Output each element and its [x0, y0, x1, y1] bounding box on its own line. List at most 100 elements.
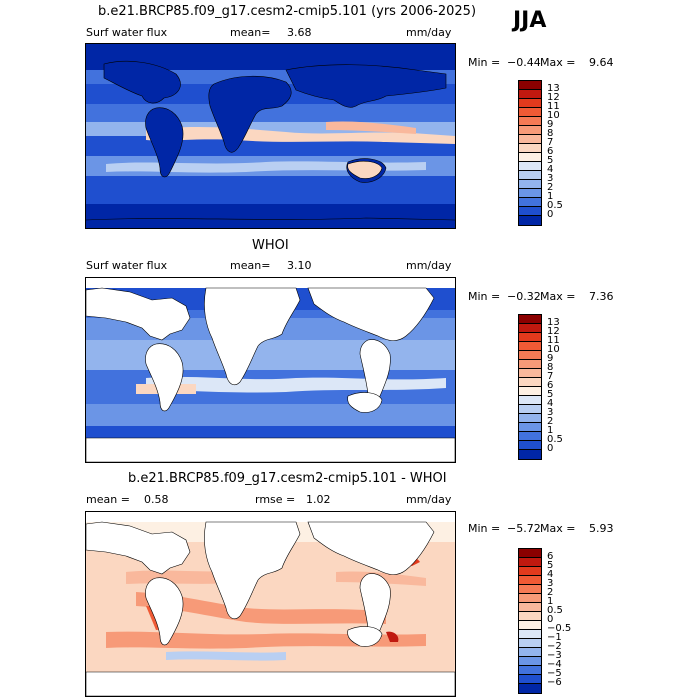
- panel-2-min-label: Min =: [468, 290, 501, 303]
- colorbar-tick-label: 8: [547, 128, 554, 139]
- colorbar-tick-label: 13: [547, 317, 560, 328]
- colorbar-tick-label: −3: [547, 650, 562, 661]
- panel-2-colorbar-labels: 13 12 11 10 9 8 7 6 5 4 3 2 1 0.5 0: [547, 314, 587, 458]
- colorbar-swatch: [519, 576, 541, 585]
- panel-1-title: b.e21.BRCP85.f09_g17.cesm2-cmip5.101 (yr…: [98, 4, 477, 19]
- panel-3-max-value: 5.93: [589, 522, 614, 535]
- colorbar-tick-label: 2: [547, 416, 554, 427]
- panel-2-variable-label: Surf water flux: [86, 259, 168, 272]
- colorbar-swatch: [519, 351, 541, 360]
- panel-3-min-label: Min =: [468, 522, 501, 535]
- panel-1-min-label: Min =: [468, 56, 501, 69]
- colorbar-tick-label: 0: [547, 614, 554, 625]
- colorbar-swatch: [519, 432, 541, 441]
- colorbar-swatch: [519, 621, 541, 630]
- panel-2-units: mm/day: [406, 259, 452, 272]
- panel-2-mean-label: mean=: [230, 259, 271, 272]
- colorbar-swatch: [519, 324, 541, 333]
- colorbar-swatch: [519, 378, 541, 387]
- colorbar-swatch: [519, 81, 541, 90]
- colorbar-tick-label: −1: [547, 632, 562, 643]
- colorbar-tick-label: 1: [547, 596, 554, 607]
- colorbar-swatch: [519, 396, 541, 405]
- colorbar-tick-label: 3: [547, 407, 554, 418]
- colorbar-swatch: [519, 585, 541, 594]
- colorbar-tick-label: 1: [547, 425, 554, 436]
- colorbar-swatch: [519, 315, 541, 324]
- panel-2-max-label: Max =: [540, 290, 576, 303]
- colorbar-tick-label: −6: [547, 677, 562, 688]
- colorbar-tick-label: 11: [547, 101, 560, 112]
- panel-3-map: [85, 511, 456, 697]
- panel-3-colorbar: [518, 548, 542, 694]
- panel-1-max-value: 9.64: [589, 56, 614, 69]
- colorbar-swatch: [519, 153, 541, 162]
- colorbar-swatch: [519, 657, 541, 666]
- colorbar-tick-label: 10: [547, 110, 560, 121]
- colorbar-swatch: [519, 117, 541, 126]
- panel-1-variable-label: Surf water flux: [86, 26, 168, 39]
- colorbar-swatch: [519, 144, 541, 153]
- colorbar-tick-label: 6: [547, 551, 554, 562]
- colorbar-tick-label: 9: [547, 353, 554, 364]
- colorbar-swatch: [519, 666, 541, 675]
- colorbar-swatch: [519, 675, 541, 684]
- panel-3-mean-label: mean =: [86, 493, 130, 506]
- panel-2-mean-value: 3.10: [287, 259, 312, 272]
- colorbar-swatch: [519, 369, 541, 378]
- season-label: JJA: [513, 8, 547, 33]
- panel-2-min-value: −0.32: [507, 290, 541, 303]
- colorbar-swatch: [519, 405, 541, 414]
- colorbar-swatch: [519, 423, 541, 432]
- colorbar-tick-label: 13: [547, 83, 560, 94]
- colorbar-swatch: [519, 387, 541, 396]
- colorbar-swatch: [519, 189, 541, 198]
- colorbar-tick-label: 0: [547, 209, 554, 220]
- colorbar-tick-label: 4: [547, 569, 554, 580]
- colorbar-swatch: [519, 342, 541, 351]
- colorbar-swatch: [519, 612, 541, 621]
- panel-3-colorbar-labels: 6 5 4 3 2 1 0.5 0 −0.5 −1 −2 −3 −4 −5 −6: [547, 548, 587, 692]
- colorbar-swatch: [519, 549, 541, 558]
- colorbar-tick-label: 12: [547, 92, 560, 103]
- panel-1-colorbar: [518, 80, 542, 226]
- colorbar-swatch: [519, 630, 541, 639]
- panel-1-units: mm/day: [406, 26, 452, 39]
- colorbar-swatch: [519, 135, 541, 144]
- colorbar-tick-label: −4: [547, 659, 562, 670]
- panel-1-map: [85, 43, 456, 229]
- colorbar-tick-label: 3: [547, 173, 554, 184]
- panel-2-colorbar: [518, 314, 542, 460]
- panel-1-mean-value: 3.68: [287, 26, 312, 39]
- colorbar-tick-label: 0.5: [547, 605, 563, 616]
- colorbar-swatch: [519, 594, 541, 603]
- colorbar-tick-label: 5: [547, 560, 554, 571]
- panel-2-title: WHOI: [252, 238, 289, 253]
- panel-2-max-value: 7.36: [589, 290, 614, 303]
- colorbar-swatch: [519, 648, 541, 657]
- colorbar-tick-label: 3: [547, 578, 554, 589]
- panel-3-rmse-value: 1.02: [306, 493, 331, 506]
- panel-1-mean-label: mean=: [230, 26, 271, 39]
- colorbar-tick-label: 6: [547, 146, 554, 157]
- panel-3-units: mm/day: [406, 493, 452, 506]
- colorbar-tick-label: 5: [547, 389, 554, 400]
- colorbar-tick-label: 4: [547, 164, 554, 175]
- colorbar-tick-label: 12: [547, 326, 560, 337]
- colorbar-swatch: [519, 126, 541, 135]
- colorbar-swatch: [519, 441, 541, 450]
- panel-3-max-label: Max =: [540, 522, 576, 535]
- colorbar-tick-label: 0.5: [547, 200, 563, 211]
- panel-1-max-label: Max =: [540, 56, 576, 69]
- colorbar-tick-label: 8: [547, 362, 554, 373]
- colorbar-tick-label: −5: [547, 668, 562, 679]
- colorbar-swatch: [519, 450, 541, 459]
- colorbar-swatch: [519, 198, 541, 207]
- colorbar-tick-label: 4: [547, 398, 554, 409]
- colorbar-swatch: [519, 207, 541, 216]
- panel-3-rmse-label: rmse =: [255, 493, 296, 506]
- colorbar-swatch: [519, 333, 541, 342]
- colorbar-swatch: [519, 360, 541, 369]
- colorbar-swatch: [519, 639, 541, 648]
- colorbar-tick-label: −2: [547, 641, 562, 652]
